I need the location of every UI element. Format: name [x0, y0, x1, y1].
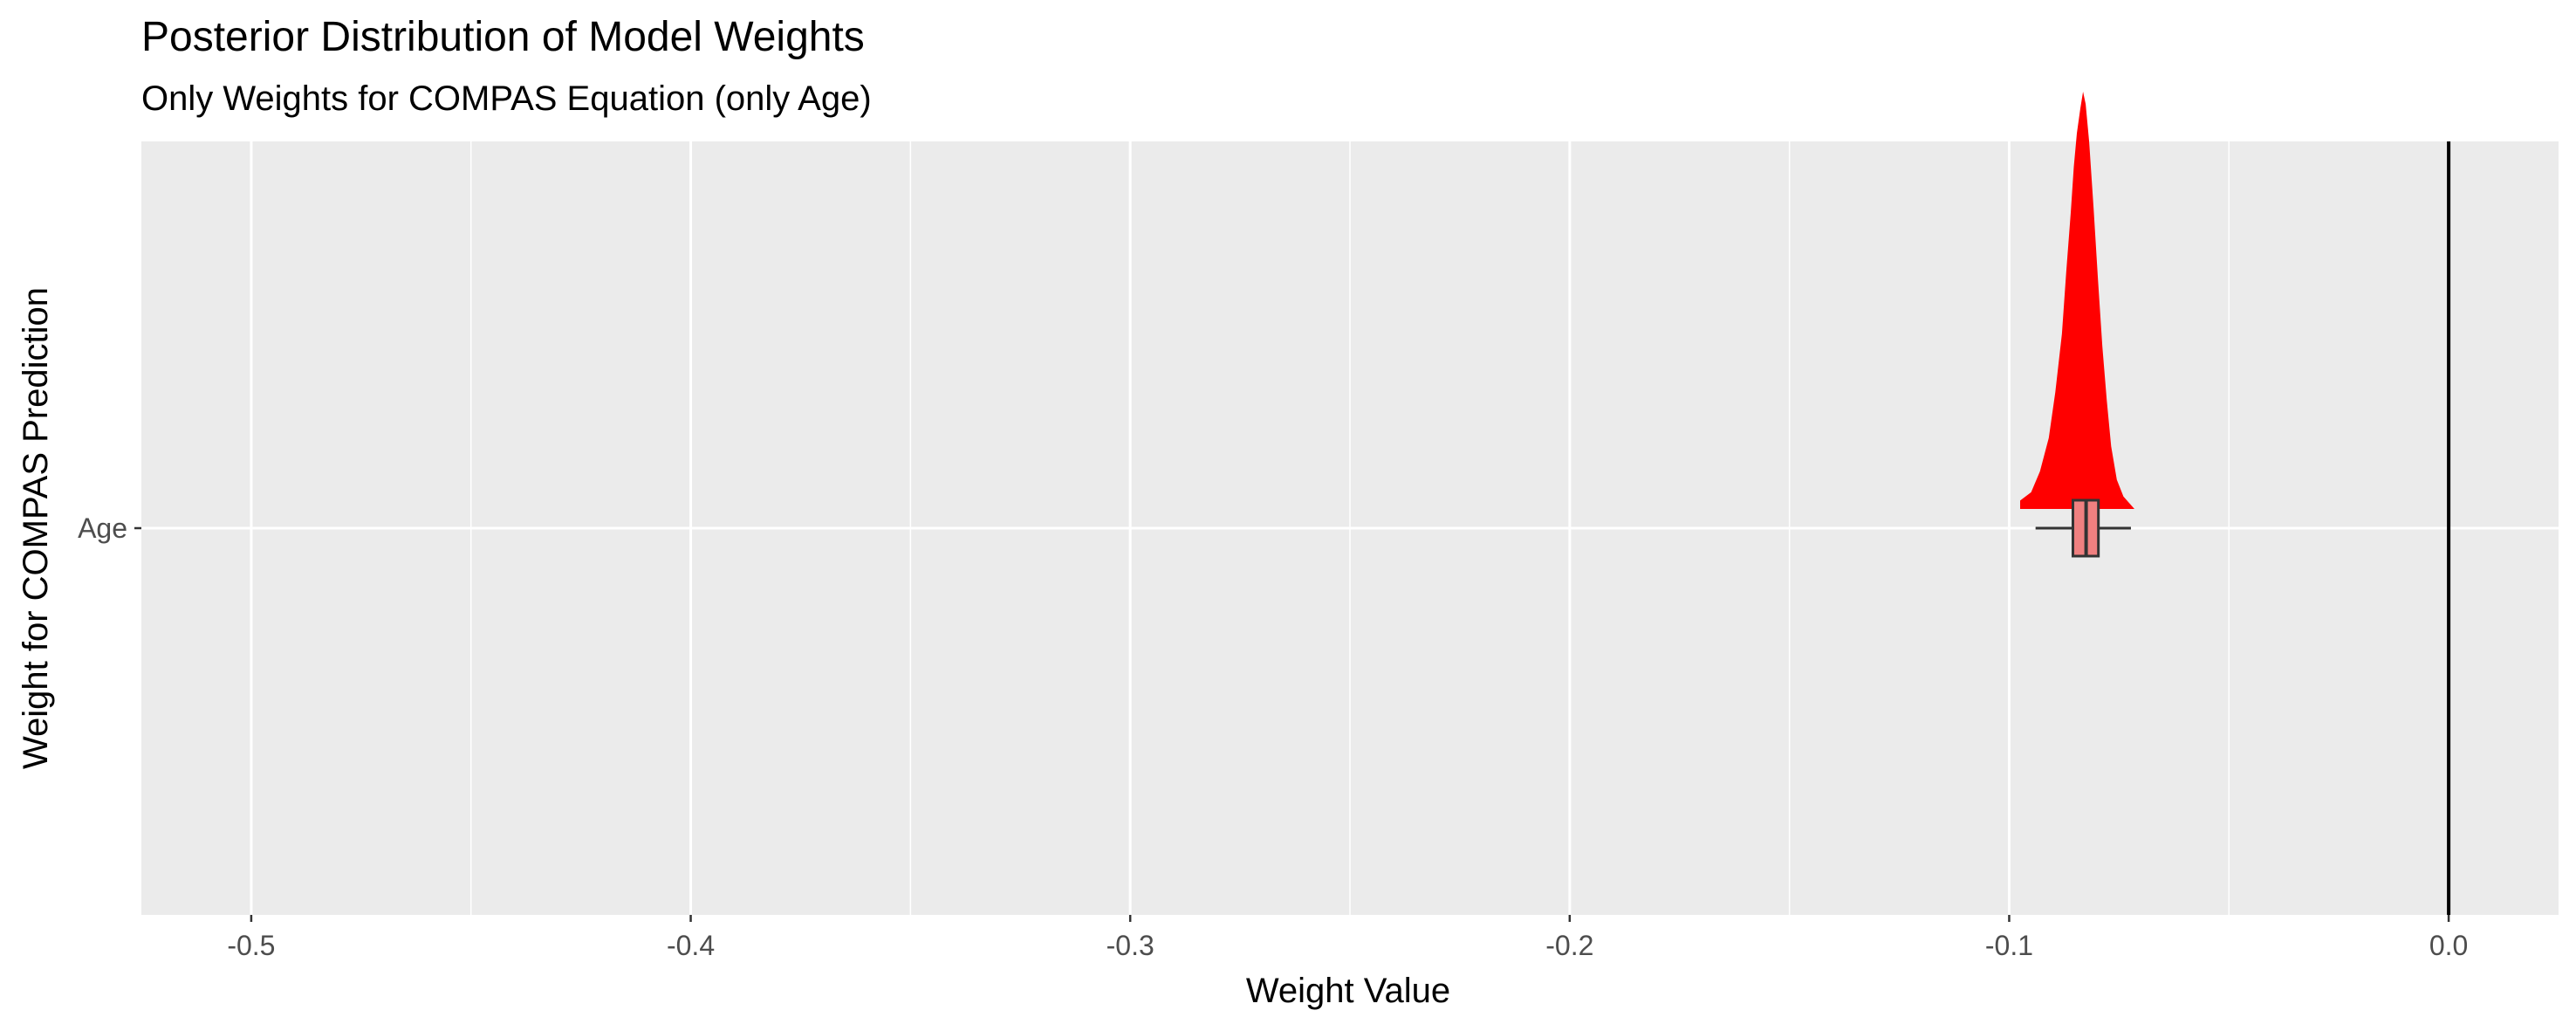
x-axis: -0.5 -0.4 -0.3 -0.2 -0.1 0.0 — [227, 915, 2468, 961]
chart-title: Posterior Distribution of Model Weights — [141, 14, 865, 60]
x-tick-label: 0.0 — [2429, 930, 2468, 961]
x-axis-title: Weight Value — [1246, 972, 1450, 1010]
y-axis-title: Weight for COMPAS Prediction — [17, 287, 55, 769]
x-tick-label: -0.2 — [1545, 930, 1593, 961]
x-tick-label: -0.4 — [667, 930, 715, 961]
y-tick-label: Age — [78, 512, 127, 544]
chart-subtitle: Only Weights for COMPAS Equation (only A… — [141, 79, 872, 118]
density-area-age — [2020, 92, 2134, 509]
chart-marks — [2020, 92, 2451, 915]
x-tick-label: -0.3 — [1106, 930, 1154, 961]
x-tick-label: -0.1 — [1985, 930, 2033, 961]
x-tick-label: -0.5 — [227, 930, 275, 961]
y-axis: Age — [78, 512, 141, 544]
